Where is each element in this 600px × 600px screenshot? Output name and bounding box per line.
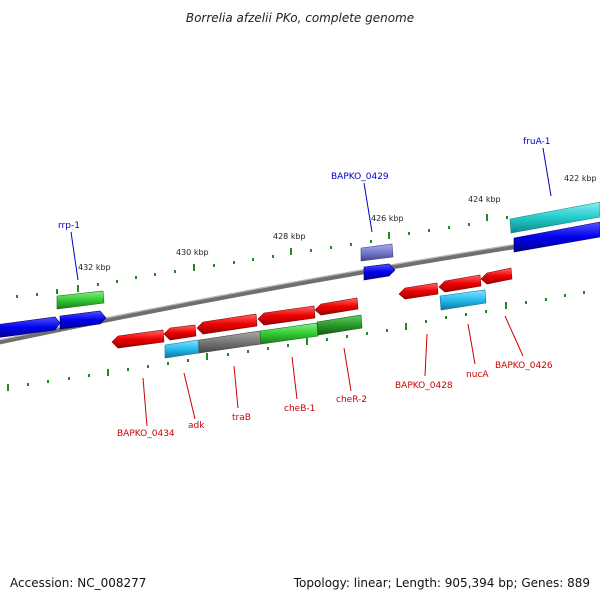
label-bapko-0434[interactable]: BAPKO_0434	[117, 429, 175, 439]
gene-adk[interactable]	[163, 324, 197, 341]
label-frua-1[interactable]: fruA-1	[523, 137, 551, 147]
leader-line-nuca	[467, 323, 476, 365]
leader-line-bapko-0426	[504, 315, 524, 357]
label-adk[interactable]: adk	[188, 421, 205, 431]
scale-label-424: 424 kbp	[468, 195, 501, 204]
cds-trab[interactable]	[198, 330, 262, 354]
cds-frua-1[interactable]	[509, 201, 600, 234]
lower-tick-track	[7, 291, 585, 391]
gene-trab[interactable]	[196, 313, 258, 335]
genome-summary-text: Topology: linear; Length: 905,394 bp; Ge…	[293, 576, 590, 590]
label-rrp-1[interactable]: rrp-1	[58, 221, 80, 231]
leader-line-cheb-1	[291, 356, 298, 400]
gene-bapko-0428[interactable]	[398, 282, 439, 300]
scale-label-432: 432 kbp	[78, 263, 111, 272]
cds-cheb-1[interactable]	[259, 322, 319, 345]
label-bapko-0429[interactable]: BAPKO_0429	[331, 172, 389, 182]
gene-arrow-forward[interactable]	[0, 316, 61, 338]
leader-line-rrp-1	[70, 231, 79, 281]
leader-line-trab	[233, 365, 239, 409]
gene-bapko-0434[interactable]	[111, 329, 165, 349]
label-bapko-0428[interactable]: BAPKO_0428	[395, 381, 453, 391]
cds-cher-2[interactable]	[316, 314, 363, 336]
scale-label-422: 422 kbp	[564, 174, 597, 183]
gene-cheb-1[interactable]	[257, 305, 316, 326]
label-cher-2[interactable]: cheR-2	[336, 395, 367, 405]
gene-bapko-0429[interactable]	[363, 263, 396, 281]
blue-gene-labels: rrp-1 BAPKO_0429 fruA-1	[58, 137, 552, 281]
map-title: Borrelia afzelii PKo, complete genome	[186, 11, 414, 25]
scale-label-430: 430 kbp	[176, 248, 209, 257]
label-cheb-1[interactable]: cheB-1	[284, 404, 315, 414]
leader-line-frua-1	[542, 147, 552, 197]
red-gene-labels: BAPKO_0434 adk traB cheB-1 cheR-2 BAPKO_…	[117, 315, 553, 439]
leader-line-bapko-0429	[363, 182, 373, 233]
gene-frua-1[interactable]	[513, 221, 600, 253]
leader-line-bapko-0434	[142, 377, 148, 427]
gene-bapko-0426[interactable]	[480, 267, 513, 285]
leader-line-cher-2	[343, 347, 352, 392]
scale-label-426: 426 kbp	[371, 214, 404, 223]
cds-nuca[interactable]	[439, 289, 487, 311]
scale-label-428: 428 kbp	[273, 232, 306, 241]
accession-text: Accession: NC_008277	[10, 576, 147, 590]
cds-adk[interactable]	[164, 339, 200, 359]
label-nuca[interactable]: nucA	[466, 370, 489, 380]
label-trab[interactable]: traB	[232, 413, 251, 423]
cds-bapko-0429[interactable]	[360, 243, 394, 262]
gene-rrp-1[interactable]	[59, 310, 107, 330]
leader-line-bapko-0428	[424, 333, 428, 377]
gene-cher-2[interactable]	[314, 297, 359, 316]
leader-line-adk	[183, 372, 196, 420]
cds-rrp-1[interactable]	[56, 290, 105, 310]
upper-tick-track	[16, 214, 508, 298]
label-bapko-0426[interactable]: BAPKO_0426	[495, 361, 553, 371]
gene-nuca[interactable]	[438, 274, 482, 293]
